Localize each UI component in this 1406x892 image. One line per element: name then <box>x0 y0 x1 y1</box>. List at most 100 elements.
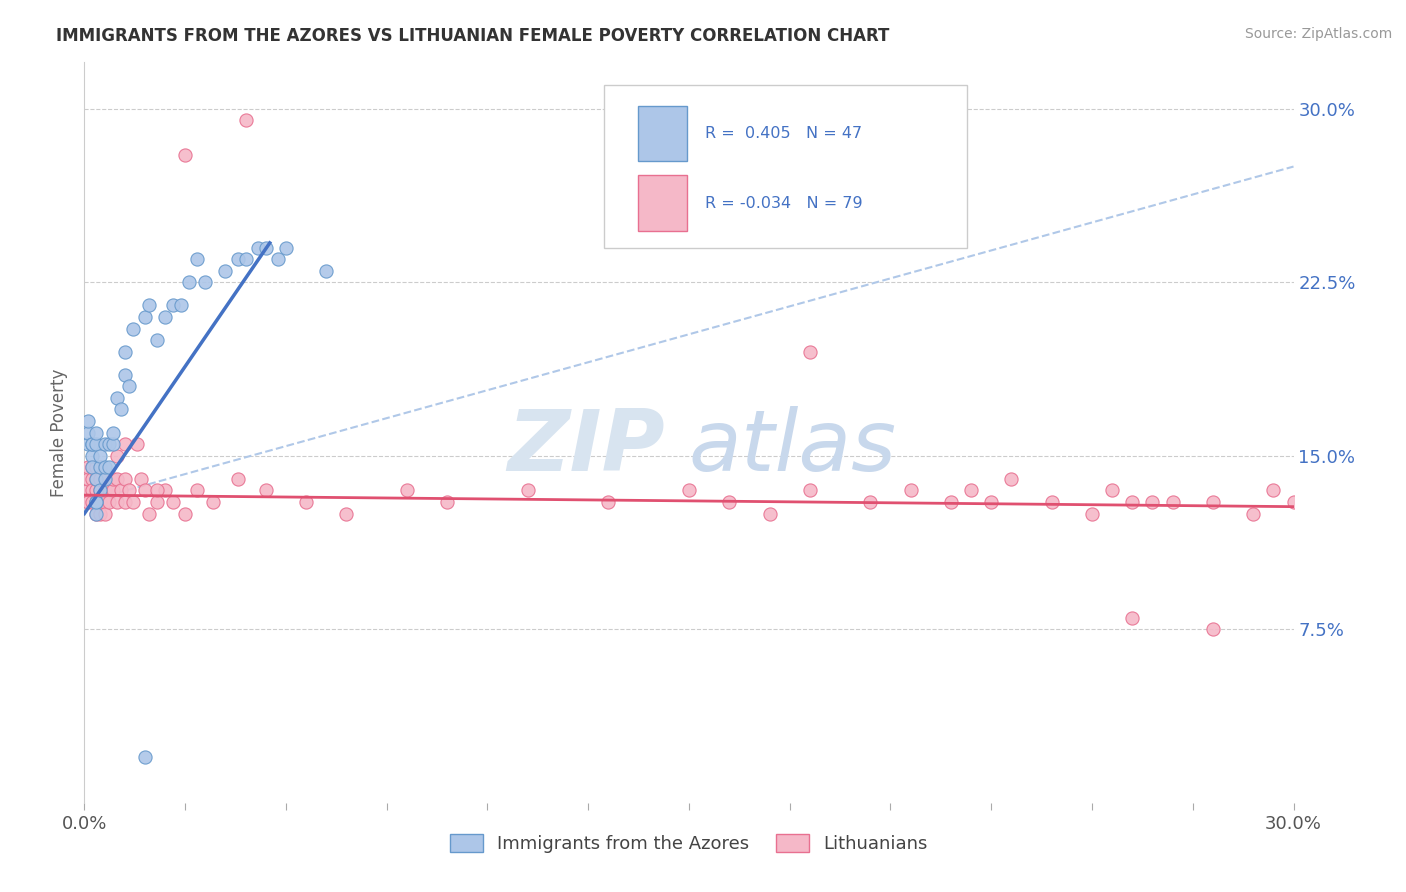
Text: atlas: atlas <box>689 406 897 489</box>
Point <box>134 483 156 498</box>
Point <box>186 483 208 498</box>
Point <box>118 379 141 393</box>
Point <box>82 495 104 509</box>
Point <box>153 310 176 324</box>
Point <box>82 437 104 451</box>
Point <box>97 495 120 509</box>
Point <box>799 344 821 359</box>
Point <box>89 483 111 498</box>
Point <box>86 472 108 486</box>
Point <box>114 368 136 382</box>
Point <box>93 437 115 451</box>
Text: R =  0.405   N = 47: R = 0.405 N = 47 <box>704 126 862 141</box>
Point <box>146 495 169 509</box>
Point <box>1101 483 1123 498</box>
Point <box>1040 495 1063 509</box>
Point <box>89 495 111 509</box>
Point <box>77 495 100 509</box>
Point <box>1142 495 1164 509</box>
Point <box>718 495 741 509</box>
Point <box>86 495 108 509</box>
Point <box>86 495 108 509</box>
Point <box>118 483 141 498</box>
Point <box>89 483 111 498</box>
Point <box>436 495 458 509</box>
Point <box>799 483 821 498</box>
Point <box>121 495 143 509</box>
Point <box>93 460 115 475</box>
FancyBboxPatch shape <box>638 106 686 161</box>
Point <box>101 437 124 451</box>
Point <box>162 495 184 509</box>
Point <box>97 437 120 451</box>
Point <box>678 483 700 498</box>
Point <box>246 240 269 255</box>
Point <box>980 495 1002 509</box>
Point <box>86 483 108 498</box>
Point <box>1241 507 1264 521</box>
Point <box>89 507 111 521</box>
Point <box>226 472 249 486</box>
Point <box>77 460 100 475</box>
Point <box>97 483 120 498</box>
Point <box>1161 495 1184 509</box>
Point <box>89 449 111 463</box>
Point <box>315 263 337 277</box>
Point <box>254 483 277 498</box>
Point <box>86 472 108 486</box>
Point <box>86 425 108 440</box>
FancyBboxPatch shape <box>638 176 686 231</box>
Point <box>235 252 257 266</box>
Point <box>1282 495 1305 509</box>
Point <box>77 425 100 440</box>
Point <box>267 252 290 266</box>
Point <box>1121 610 1143 624</box>
Point <box>186 252 208 266</box>
Point <box>77 483 100 498</box>
Point <box>138 298 160 312</box>
Point <box>1202 495 1225 509</box>
Y-axis label: Female Poverty: Female Poverty <box>51 368 69 497</box>
Point <box>758 507 780 521</box>
Point <box>114 437 136 451</box>
Point <box>86 495 108 509</box>
Point <box>114 495 136 509</box>
Point <box>900 483 922 498</box>
Point <box>93 472 115 486</box>
Point <box>174 148 197 162</box>
Point <box>97 460 120 475</box>
Point <box>194 275 217 289</box>
Point <box>82 437 104 451</box>
FancyBboxPatch shape <box>605 85 967 247</box>
Point <box>105 391 128 405</box>
Point <box>170 298 193 312</box>
Point <box>516 483 538 498</box>
Point <box>82 483 104 498</box>
Point <box>82 449 104 463</box>
Point <box>82 460 104 475</box>
Point <box>1121 495 1143 509</box>
Point <box>254 240 277 255</box>
Point <box>86 437 108 451</box>
Point <box>138 507 160 521</box>
Point <box>1081 507 1104 521</box>
Point <box>89 472 111 486</box>
Text: IMMIGRANTS FROM THE AZORES VS LITHUANIAN FEMALE POVERTY CORRELATION CHART: IMMIGRANTS FROM THE AZORES VS LITHUANIAN… <box>56 27 890 45</box>
Point <box>146 333 169 347</box>
Point <box>86 460 108 475</box>
Point <box>93 495 115 509</box>
Point <box>101 425 124 440</box>
Point <box>82 472 104 486</box>
Point <box>93 507 115 521</box>
Point <box>101 472 124 486</box>
Point <box>146 483 169 498</box>
Point <box>598 495 620 509</box>
Point <box>134 749 156 764</box>
Point <box>125 437 148 451</box>
Point <box>202 495 225 509</box>
Point <box>114 472 136 486</box>
Point <box>395 483 418 498</box>
Point <box>89 460 111 475</box>
Point <box>101 483 124 498</box>
Point <box>114 344 136 359</box>
